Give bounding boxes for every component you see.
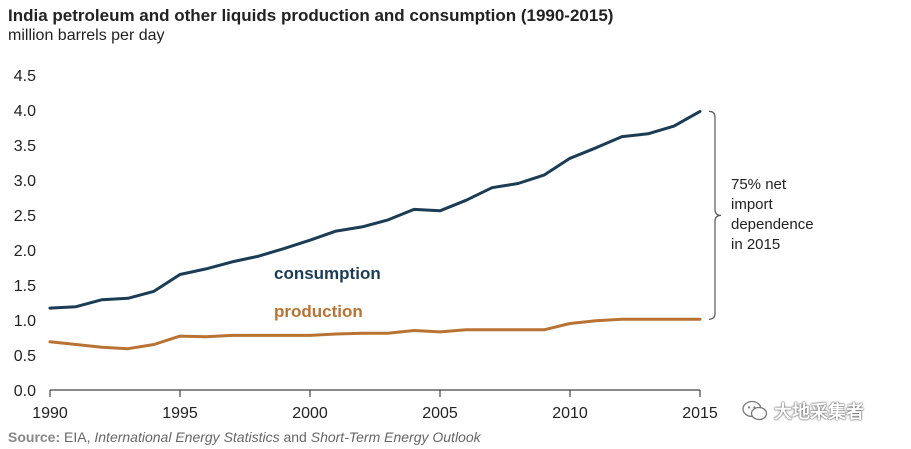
y-tick-label: 3.5: [14, 138, 36, 155]
x-tick-label: 2010: [552, 405, 588, 422]
x-axis-tickmarks: [49, 390, 701, 397]
series-line-consumption: [48, 109, 702, 310]
y-tick-label: 4.0: [14, 103, 36, 120]
y-tick-label: 0.0: [14, 383, 36, 400]
x-tick-label: 1990: [32, 405, 68, 422]
y-tick-label: 3.0: [14, 173, 36, 190]
y-tick-label: 4.5: [14, 68, 36, 85]
y-tick-label: 1.5: [14, 278, 36, 295]
chart-subtitle: million barrels per day: [8, 27, 165, 44]
x-tick-label: 2000: [292, 405, 328, 422]
y-tick-label: 1.0: [14, 313, 36, 330]
annotation-line-3: dependence: [731, 216, 814, 233]
watermark-text: 大地采集者: [774, 402, 864, 423]
chart-title: India petroleum and other liquids produc…: [8, 6, 614, 25]
y-tick-label: 2.0: [14, 243, 36, 260]
annotation-line-2: import: [731, 196, 774, 213]
source-note: Source: EIA, International Energy Statis…: [8, 429, 481, 445]
source-publication-2: Short-Term Energy Outlook: [310, 429, 481, 445]
x-axis-ticks: 1990 1995 2000 2005 2010 2015: [32, 405, 718, 422]
wechat-icon: [742, 400, 768, 421]
x-tick-label: 2015: [682, 405, 718, 422]
watermark: 大地采集者: [742, 398, 864, 424]
series-label-consumption: consumption: [274, 264, 381, 283]
x-tick-label: 2005: [422, 405, 458, 422]
annotation-line-1: 75% net: [731, 176, 787, 193]
source-label: Source:: [8, 429, 61, 445]
annotation-line-4: in 2015: [731, 236, 780, 253]
annotation-brace: [708, 110, 722, 320]
source-conjunction: and: [283, 429, 307, 445]
series-line-production: [48, 317, 702, 351]
y-tick-label: 2.5: [14, 208, 36, 225]
y-tick-label: 0.5: [14, 348, 36, 365]
source-org: EIA,: [64, 429, 91, 445]
y-axis-ticks: 0.0 0.5 1.0 1.5 2.0 2.5 3.0 3.5 4.0 4.5: [14, 68, 36, 400]
source-publication-1: International Energy Statistics: [94, 429, 280, 445]
x-tick-label: 1995: [162, 405, 198, 422]
annotation-text: 75% net import dependence in 2015: [731, 176, 814, 253]
series-lines: [48, 109, 702, 351]
series-label-production: production: [274, 302, 363, 321]
